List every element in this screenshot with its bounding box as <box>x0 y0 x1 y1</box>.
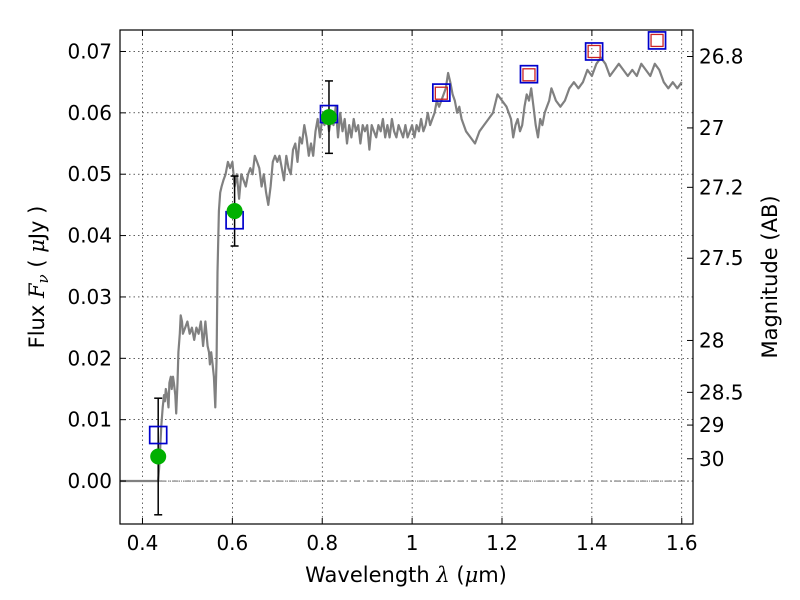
mag-tick-label: 29 <box>699 413 724 437</box>
y-tick-label: 0.07 <box>67 39 112 63</box>
plot-frame <box>119 29 694 525</box>
mag-tick-label: 28.5 <box>699 380 744 404</box>
sed-spectrum-line <box>120 56 683 483</box>
x-tick-label: 1.6 <box>666 531 698 555</box>
mag-tick-label: 27 <box>699 116 724 140</box>
y-tick-label: 0.05 <box>67 162 112 186</box>
observed-flux-point <box>150 448 167 465</box>
model-flux-square <box>584 42 604 61</box>
model-flux-square <box>519 64 539 84</box>
x-tick-label: 1.2 <box>486 531 518 555</box>
y-tick-label: 0.03 <box>67 285 112 309</box>
x-tick-label: 0.4 <box>127 531 159 555</box>
mag-tick-label: 27.2 <box>699 175 744 199</box>
mag-tick-label: 27.5 <box>699 246 744 270</box>
model-flux-inner-square <box>522 68 536 82</box>
x-axis-label: Wavelength λ (μm) <box>305 563 507 587</box>
mag-tick-label: 26.8 <box>699 44 744 68</box>
grid <box>120 30 693 524</box>
model-flux-square <box>148 425 168 445</box>
model-flux-inner-square <box>587 44 601 59</box>
x-tick-label: 0.6 <box>216 531 248 555</box>
y-tick-label: 0.04 <box>67 224 112 248</box>
mag-tick-label: 28 <box>699 328 724 352</box>
model-flux-inner-square <box>650 33 664 48</box>
y-tick-label: 0.01 <box>67 408 112 432</box>
observed-flux-point <box>226 203 243 220</box>
mag-tick-label: 30 <box>699 447 724 471</box>
y-tick-label: 0.02 <box>67 346 112 370</box>
y2-axis-label: Magnitude (AB) <box>758 195 782 358</box>
model-flux-inner-square <box>434 86 448 100</box>
model-flux-square <box>431 83 451 102</box>
axes: 0.4 0.6 0.8 1 1.2 1.4 1.6 0.00 0.01 0.02 0.03 0.04 0… <box>67 30 744 555</box>
x-tick-label: 0.8 <box>306 531 338 555</box>
x-tick-label: 1.4 <box>576 531 608 555</box>
observed-flux-point <box>320 109 337 126</box>
model-flux-square <box>647 31 667 50</box>
y-tick-label: 0.06 <box>67 101 112 125</box>
y-axis-label: Flux Fν ( μJy ) <box>25 206 52 349</box>
x-tick-label: 1 <box>406 531 419 555</box>
y-tick-label: 0.00 <box>67 469 112 493</box>
plot-area <box>120 31 683 516</box>
